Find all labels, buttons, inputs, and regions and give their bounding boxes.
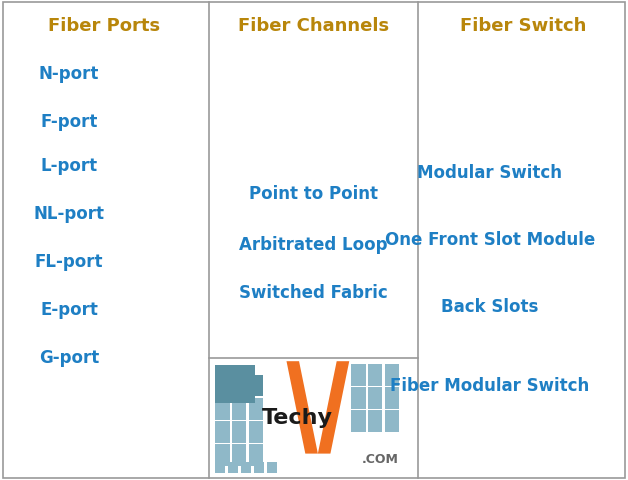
Bar: [351, 387, 365, 409]
Polygon shape: [286, 361, 318, 454]
Text: Switched Fabric: Switched Fabric: [239, 284, 387, 302]
Text: Modular Switch: Modular Switch: [418, 164, 562, 182]
Text: FL-port: FL-port: [35, 252, 104, 271]
Text: Techy: Techy: [261, 408, 332, 428]
Bar: [368, 364, 382, 386]
Bar: [385, 364, 399, 386]
Text: E-port: E-port: [40, 300, 98, 319]
Bar: [215, 398, 230, 420]
Text: Fiber Channels: Fiber Channels: [238, 17, 389, 36]
Bar: [254, 462, 264, 473]
Text: Arbitrated Loop: Arbitrated Loop: [239, 236, 387, 254]
Text: N-port: N-port: [39, 65, 99, 84]
Bar: [249, 398, 263, 420]
Text: G-port: G-port: [39, 348, 99, 367]
Bar: [215, 421, 230, 443]
Text: Fiber Switch: Fiber Switch: [460, 17, 587, 36]
Bar: [385, 410, 399, 432]
Text: Point to Point: Point to Point: [249, 185, 378, 204]
Bar: [232, 421, 246, 443]
Text: NL-port: NL-port: [33, 204, 105, 223]
Bar: [215, 365, 255, 403]
Text: Back Slots: Back Slots: [441, 298, 539, 316]
Bar: [232, 398, 246, 420]
Bar: [215, 462, 225, 473]
Bar: [232, 444, 246, 466]
Bar: [241, 462, 251, 473]
Bar: [368, 410, 382, 432]
Bar: [249, 421, 263, 443]
Bar: [268, 462, 277, 473]
Bar: [368, 387, 382, 409]
Polygon shape: [318, 361, 349, 454]
Bar: [249, 444, 263, 466]
Bar: [351, 364, 365, 386]
Bar: [215, 375, 230, 396]
Bar: [215, 444, 230, 466]
Bar: [385, 387, 399, 409]
Bar: [229, 462, 238, 473]
Bar: [232, 375, 246, 396]
Text: One Front Slot Module: One Front Slot Module: [385, 231, 595, 249]
Bar: [351, 410, 365, 432]
Text: Fiber Modular Switch: Fiber Modular Switch: [390, 377, 590, 396]
Text: L-port: L-port: [41, 156, 97, 175]
Bar: [249, 375, 263, 396]
Text: Fiber Ports: Fiber Ports: [48, 17, 160, 36]
Text: F-port: F-port: [40, 113, 98, 132]
Text: .COM: .COM: [362, 453, 399, 466]
